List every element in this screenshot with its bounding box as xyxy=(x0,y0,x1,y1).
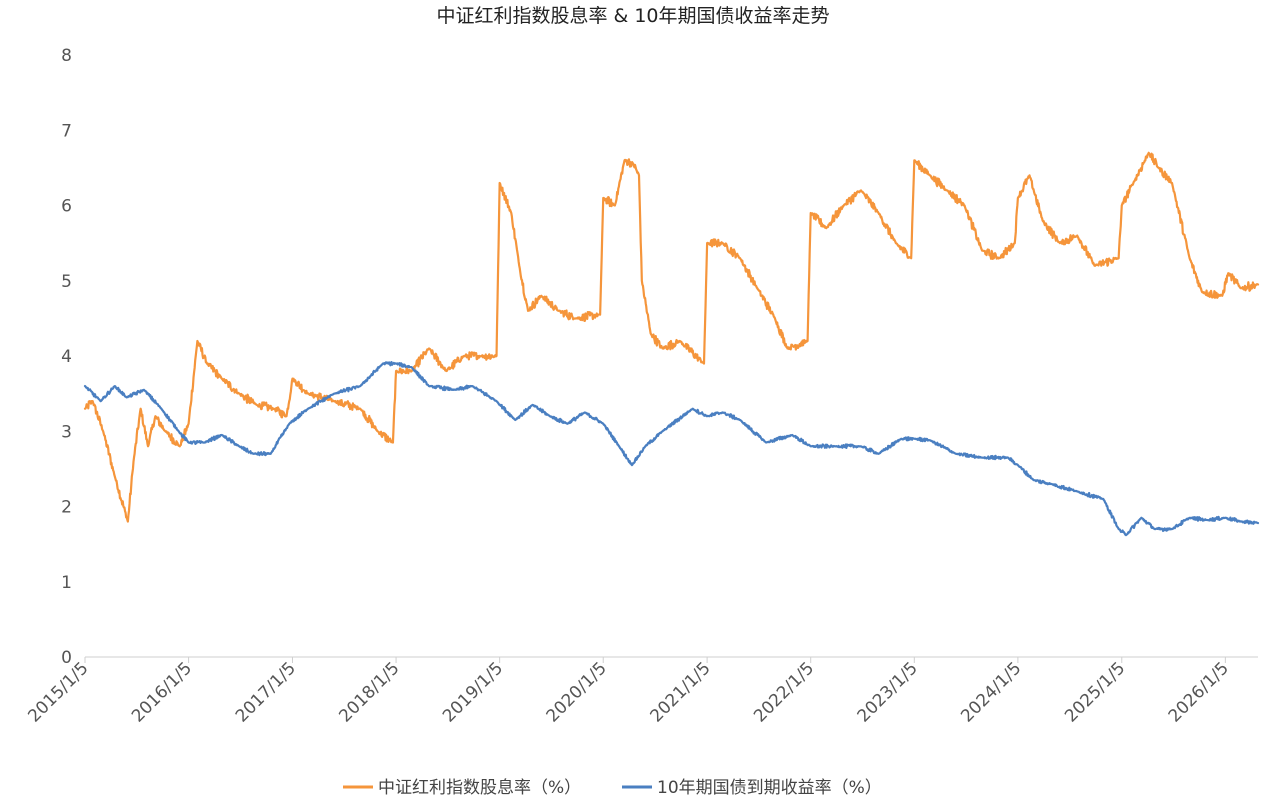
y-tick-label: 2 xyxy=(61,498,72,518)
x-axis: 2015/1/5 2016/1/5 2017/1/5 2018/1/5 2019/1/5… xyxy=(24,657,1233,727)
x-tick-label: 2023/1/5 xyxy=(854,658,922,726)
x-tick-label: 2019/1/5 xyxy=(439,658,507,726)
x-tick-label: 2025/1/5 xyxy=(1061,658,1129,726)
x-tick-label: 2024/1/5 xyxy=(957,658,1025,726)
y-tick-label: 5 xyxy=(61,272,72,292)
y-tick-label: 1 xyxy=(61,573,72,593)
x-tick-label: 2018/1/5 xyxy=(335,658,403,726)
y-tick-label: 7 xyxy=(61,121,72,141)
legend: 中证红利指数股息率（%） 10年期国债到期收益率（%） xyxy=(343,778,882,798)
chart-title: 中证红利指数股息率 & 10年期国债收益率走势 xyxy=(436,5,829,27)
y-axis: 0 1 2 3 4 5 6 7 8 xyxy=(61,46,72,668)
x-tick-label: 2022/1/5 xyxy=(750,658,818,726)
legend-label-dividend: 中证红利指数股息率（%） xyxy=(378,778,581,798)
x-tick-label: 2020/1/5 xyxy=(543,658,611,726)
series-line-dividend-yield xyxy=(83,151,1260,523)
y-tick-label: 8 xyxy=(61,46,72,66)
series-line-bond-yield xyxy=(83,361,1260,537)
y-tick-label: 6 xyxy=(61,197,72,217)
y-tick-label: 3 xyxy=(61,422,72,442)
series-layer xyxy=(83,151,1260,537)
legend-label-bond: 10年期国债到期收益率（%） xyxy=(657,778,882,798)
y-tick-label: 4 xyxy=(61,347,72,367)
x-tick-label: 2017/1/5 xyxy=(232,658,300,726)
x-tick-label: 2016/1/5 xyxy=(128,658,196,726)
x-tick-label: 2026/1/5 xyxy=(1165,658,1233,726)
x-tick-label: 2021/1/5 xyxy=(647,658,715,726)
y-tick-label: 0 xyxy=(61,648,72,668)
x-tick-label: 2015/1/5 xyxy=(24,658,92,726)
